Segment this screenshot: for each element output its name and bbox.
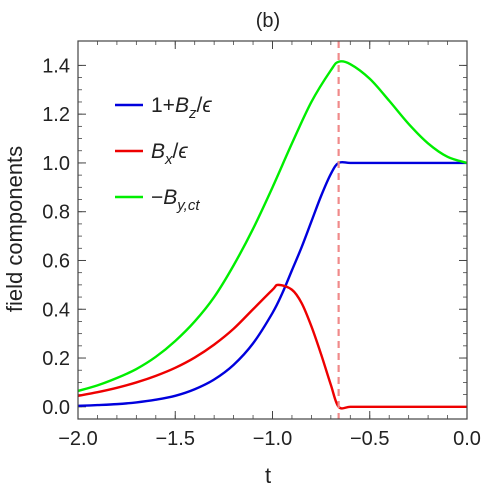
y-tick-label: 0.8 [42, 202, 70, 224]
y-tick-label: 0.0 [42, 397, 70, 419]
y-tick-label: 0.2 [42, 348, 70, 370]
series-line [77, 60, 468, 393]
x-axis-title: t [265, 463, 271, 488]
x-tick-label: −0.5 [350, 428, 389, 450]
x-tick-label: −1.0 [253, 428, 292, 450]
y-axis-title: field components [2, 146, 27, 312]
series-line [77, 283, 467, 410]
x-tick-label: −1.5 [156, 428, 195, 450]
chart-title: (b) [256, 10, 280, 32]
y-tick-label: 0.6 [42, 250, 70, 272]
legend-label: 1+Bz/ϵ [151, 94, 212, 122]
plot-frame [77, 40, 468, 420]
legend-label: Bx/ϵ [151, 140, 188, 168]
legend: 1+Bz/ϵ Bx/ϵ −By,ct [115, 94, 212, 214]
y-tick-label: 1.2 [42, 104, 70, 126]
plot-series [77, 60, 468, 410]
axis-ticks: −2.0 −1.5 −1.0 −0.5 0.0 0.0 0.2 0.4 0.6 0.8 1.0 1.2… [42, 41, 481, 450]
legend-label: −By,ct [151, 186, 200, 214]
y-tick-label: 1.4 [42, 55, 70, 77]
x-tick-label: 0.0 [453, 428, 481, 450]
y-tick-label: 0.4 [42, 299, 70, 321]
series-line [77, 160, 467, 408]
y-tick-label: 1.0 [42, 153, 70, 175]
x-tick-label: −2.0 [58, 428, 97, 450]
